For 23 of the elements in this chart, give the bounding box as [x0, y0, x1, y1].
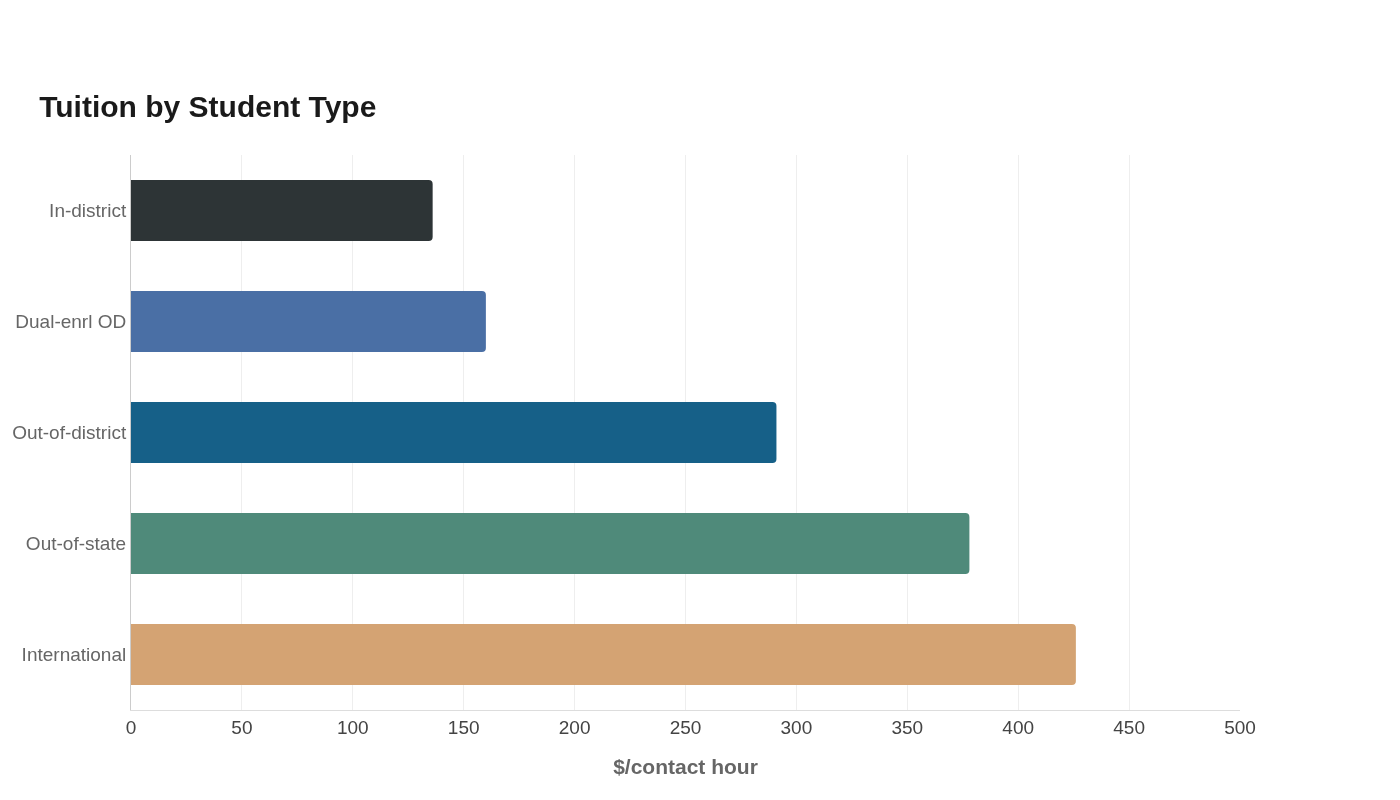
y-tick-label: Dual-enrl OD: [15, 311, 127, 333]
bar: [131, 401, 777, 464]
x-tick-label: 50: [231, 716, 253, 738]
bar: [131, 290, 486, 353]
x-axis-title: $/contact hour: [613, 755, 758, 778]
y-tick-label: Out-of-district: [12, 422, 127, 444]
x-tick-label: 350: [891, 716, 924, 738]
bar: [131, 623, 1076, 686]
bar: [131, 179, 433, 242]
x-tick-label: 200: [558, 716, 591, 738]
y-tick-label: International: [21, 644, 127, 666]
x-tick-label: 500: [1224, 716, 1256, 738]
x-tick-label: 300: [780, 716, 813, 738]
x-tick-label: 250: [669, 716, 702, 738]
y-tick-label: In-district: [49, 200, 127, 222]
x-tick-label: 150: [447, 716, 480, 738]
x-tick-label: 450: [1113, 716, 1145, 738]
bar: [131, 512, 970, 575]
x-tick-label: 400: [1002, 716, 1035, 738]
x-tick-label: 100: [336, 716, 369, 738]
chart-title: Tuition by Student Type: [39, 90, 377, 123]
x-tick-label: 0: [125, 716, 137, 738]
y-tick-label: Out-of-state: [25, 533, 127, 555]
